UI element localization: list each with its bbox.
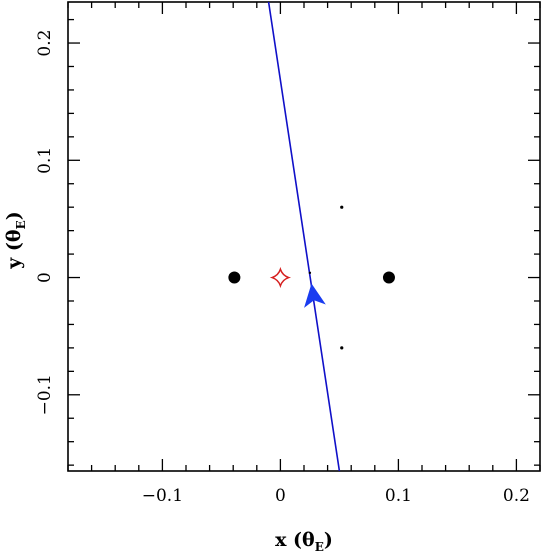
- y-tick-label: 0: [35, 272, 55, 283]
- trajectory-direction-arrow: [301, 282, 326, 308]
- x-tick-label: 0.2: [503, 486, 530, 506]
- y-tick-label: −0.1: [35, 374, 55, 415]
- x-axis-unit-subscript: E: [315, 540, 324, 554]
- y-axis-unit-theta: θ: [3, 229, 25, 242]
- y-axis-unit-subscript: E: [14, 220, 28, 229]
- source-trajectory: [269, 2, 340, 471]
- tick-labels: −0.1 0 0.1 0.2 −0.1 0 0.1 0.2: [35, 30, 530, 506]
- image-point: [340, 346, 343, 349]
- x-tick-label: 0.1: [385, 486, 412, 506]
- y-axis-label: y (θE): [3, 211, 28, 270]
- y-tick-label: 0.2: [35, 30, 55, 57]
- image-point: [340, 206, 343, 209]
- x-axis-unit-theta: θ: [302, 529, 315, 551]
- x-tick-label: 0: [275, 486, 286, 506]
- x-tick-label: −0.1: [142, 486, 183, 506]
- y-tick-label: 0.1: [35, 147, 55, 174]
- lens-marker: [228, 272, 240, 284]
- plot-content: [228, 2, 395, 471]
- caustic-curve: [272, 269, 289, 286]
- image-point: [309, 272, 311, 274]
- lens-marker: [383, 272, 395, 284]
- x-axis-label: x (θE): [275, 529, 333, 554]
